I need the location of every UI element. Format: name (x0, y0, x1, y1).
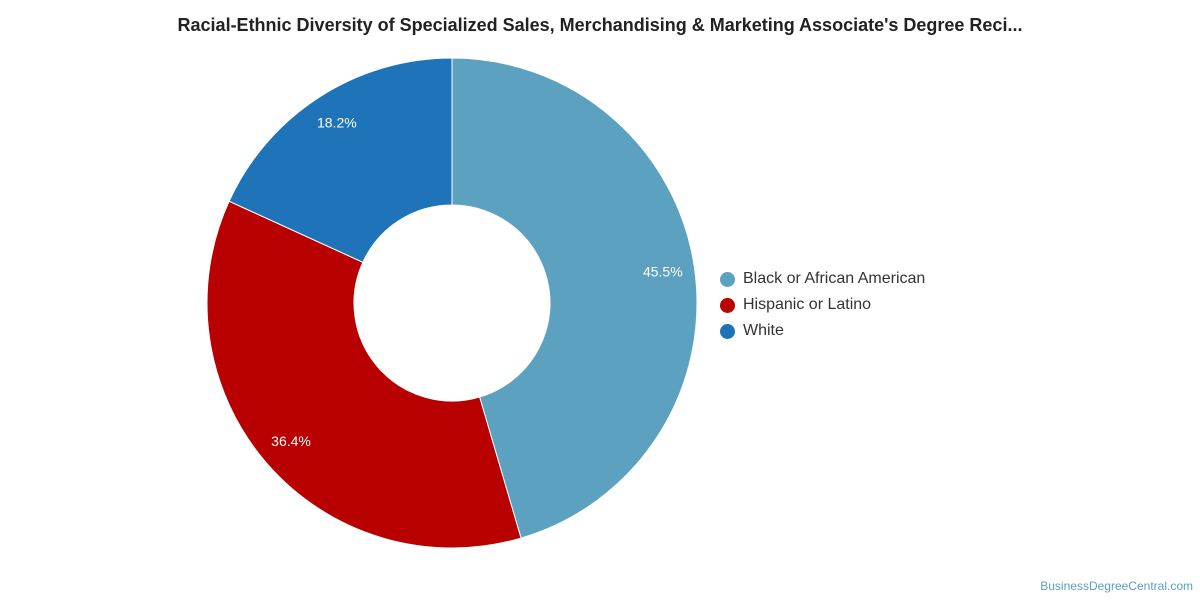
legend-swatch (720, 323, 735, 339)
chart-legend: Black or African American Hispanic or Lat… (720, 266, 925, 344)
legend-swatch (720, 297, 735, 313)
chart-title: Racial-Ethnic Diversity of Specialized S… (177, 15, 1023, 35)
slice-label-2: 18.2% (317, 115, 357, 131)
legend-item-white[interactable]: White (720, 318, 925, 344)
slice-black-or-african-american[interactable] (451, 57, 698, 539)
legend-label: Black or African American (743, 270, 926, 287)
legend-swatch (720, 271, 735, 287)
legend-label: White (743, 322, 784, 339)
source-credit-link[interactable]: BusinessDegreeCentral.com (1040, 579, 1193, 593)
donut-slices (206, 57, 698, 549)
slice-labels: 45.5% 36.4% 18.2% (271, 115, 683, 450)
slice-label-1: 36.4% (271, 433, 311, 449)
legend-label: Hispanic or Latino (743, 296, 872, 313)
legend-item-hispanic-or-latino[interactable]: Hispanic or Latino (720, 292, 925, 318)
legend-item-black-or-african-american[interactable]: Black or African American (720, 266, 925, 292)
slice-hispanic-or-latino[interactable] (206, 200, 522, 549)
slice-white[interactable] (228, 57, 453, 263)
slice-label-0: 45.5% (643, 263, 683, 279)
